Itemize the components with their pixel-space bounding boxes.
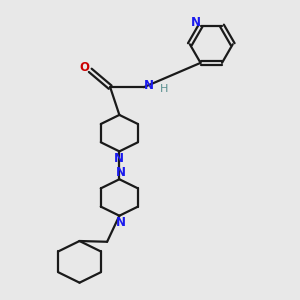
Text: O: O [79,61,89,74]
Text: N: N [191,16,201,29]
Text: H: H [160,84,168,94]
Text: N: N [143,79,154,92]
Text: N: N [116,216,126,229]
Text: N: N [116,166,126,179]
Text: N: N [114,152,124,165]
